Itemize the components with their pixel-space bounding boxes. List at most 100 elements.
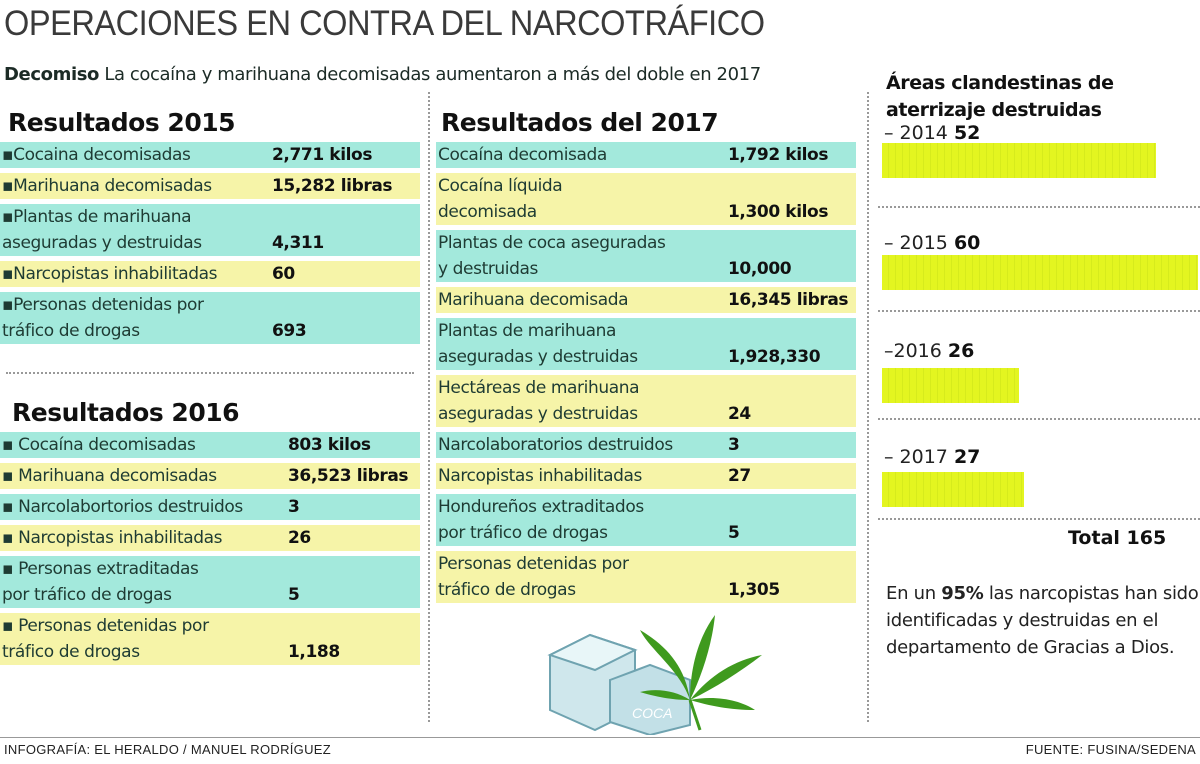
table-2016: ▪ Cocaína decomisadas 803 kilos ▪ Marihuan… — [0, 432, 420, 665]
row-value: 15,282 libras — [272, 176, 393, 196]
table-row: ▪ Narcolabortorios destruidos 3 — [0, 494, 420, 520]
page-title: OPERACIONES EN CONTRA DEL NARCOTRÁFICO — [4, 4, 765, 43]
table-2015: ▪Cocaina decomisadas 2,771 kilos ▪Marihuan… — [0, 142, 420, 344]
bar-value: 52 — [953, 122, 981, 144]
bar-value: 60 — [953, 232, 981, 254]
heading-2015: Resultados 2015 — [8, 108, 236, 137]
row-value: 27 — [728, 466, 751, 486]
table-row: ▪Plantas de marihuana aseguradas y destr… — [0, 204, 420, 256]
divider — [878, 310, 1200, 312]
table-2017: Cocaína decomisada 1,792 kilos Cocaína líq… — [436, 142, 856, 603]
row-value: 36,523 libras — [288, 466, 409, 486]
cocaine-bricks-icon: COCA — [547, 633, 691, 735]
divider — [878, 418, 1200, 420]
table-row: ▪Narcopistas inhabilitadas 60 — [0, 261, 420, 287]
row-value: 693 — [272, 321, 307, 341]
row-label: ▪ Personas extraditadas por tráfico de d… — [2, 559, 199, 605]
table-row: ▪Marihuana decomisadas 15,282 libras — [0, 173, 420, 199]
note-percent: 95% — [941, 583, 984, 604]
footer-rule — [0, 737, 1200, 738]
row-value: 1,188 — [288, 642, 340, 662]
bar-label: – 2017 27 — [884, 446, 980, 468]
row-label: ▪Cocaina decomisadas — [2, 145, 191, 165]
bar-prefix: – — [884, 232, 900, 254]
row-label: Narcolaboratorios destruidos — [438, 435, 673, 455]
row-value: 3 — [288, 497, 300, 517]
subtitle: Decomiso La cocaína y marihuana decomisa… — [4, 64, 761, 85]
row-label: Narcopistas inhabilitadas — [438, 466, 643, 486]
marijuana-leaf-icon — [640, 615, 762, 731]
heading-2017: Resultados del 2017 — [441, 108, 719, 137]
row-label: ▪Plantas de marihuana aseguradas y destr… — [2, 207, 202, 253]
bar-label: – 2015 60 — [884, 232, 980, 254]
bar-prefix: – — [884, 446, 900, 468]
bar-value: 26 — [947, 340, 975, 362]
row-label: Hectáreas de marihuana aseguradas y dest… — [438, 378, 640, 424]
row-label: ▪ Personas detenidas por tráfico de drog… — [2, 616, 209, 662]
divider — [878, 518, 1200, 520]
row-value: 26 — [288, 528, 311, 548]
bar-category: 2017 — [899, 446, 948, 468]
row-label: ▪Personas detenidas por tráfico de droga… — [2, 295, 204, 341]
row-label: ▪ Marihuana decomisadas — [2, 466, 217, 486]
bar-label: – 2014 52 — [884, 122, 980, 144]
table-row: Hectáreas de marihuana aseguradas y dest… — [436, 375, 856, 427]
row-value: 1,300 kilos — [728, 202, 829, 222]
divider — [428, 92, 430, 722]
table-row: ▪Cocaina decomisadas 2,771 kilos — [0, 142, 420, 168]
row-label: ▪Narcopistas inhabilitadas — [2, 264, 218, 284]
bar-2017 — [882, 472, 1025, 507]
coca-illustration: COCA — [547, 615, 762, 735]
table-row: ▪ Cocaína decomisadas 803 kilos — [0, 432, 420, 458]
row-value: 16,345 libras — [728, 290, 849, 310]
row-value: 1,305 — [728, 580, 780, 600]
bar-category: 2015 — [899, 232, 948, 254]
row-value: 10,000 — [728, 259, 792, 279]
source: FUENTE: FUSINA/SEDENA — [1025, 742, 1196, 757]
row-value: 2,771 kilos — [272, 145, 373, 165]
table-row: ▪Personas detenidas por tráfico de droga… — [0, 292, 420, 344]
bar-2015 — [882, 255, 1199, 290]
bar-2014 — [882, 143, 1157, 178]
table-row: Personas detenidas por tráfico de drogas… — [436, 551, 856, 603]
coca-label: COCA — [632, 705, 672, 721]
bar-category: 2014 — [899, 122, 948, 144]
table-row: ▪ Narcopistas inhabilitadas 26 — [0, 525, 420, 551]
note: En un 95% las narcopistas han sido ident… — [886, 580, 1200, 661]
table-row: ▪ Personas extraditadas por tráfico de d… — [0, 556, 420, 608]
credit: INFOGRAFÍA: EL HERALDO / MANUEL RODRÍGUE… — [4, 742, 331, 757]
row-label: Cocaína decomisada — [438, 145, 607, 165]
divider — [6, 372, 414, 374]
table-row: ▪ Personas detenidas por tráfico de drog… — [0, 613, 420, 665]
row-value: 3 — [728, 435, 740, 455]
bar-2016 — [882, 368, 1020, 403]
row-label: ▪ Narcolabortorios destruidos — [2, 497, 243, 517]
table-row: Cocaína decomisada 1,792 kilos — [436, 142, 856, 168]
table-row: Plantas de marihuana aseguradas y destru… — [436, 318, 856, 370]
row-value: 1,928,330 — [728, 347, 821, 367]
table-row: Cocaína líquida decomisada 1,300 kilos — [436, 173, 856, 225]
row-label: Hondureños extraditados por tráfico de d… — [438, 497, 644, 543]
bar-category: 2016 — [893, 340, 942, 362]
heading-2016: Resultados 2016 — [12, 398, 240, 427]
row-label: Personas detenidas por tráfico de drogas — [438, 554, 629, 600]
row-value: 803 kilos — [288, 435, 371, 455]
row-value: 4,311 — [272, 233, 324, 253]
subtitle-lead: Decomiso — [4, 64, 99, 85]
row-value: 5 — [288, 585, 300, 605]
total-label: Total 165 — [1068, 527, 1167, 549]
row-label: ▪Marihuana decomisadas — [2, 176, 212, 196]
row-value: 60 — [272, 264, 295, 284]
table-row: ▪ Marihuana decomisadas 36,523 libras — [0, 463, 420, 489]
divider — [867, 92, 869, 722]
table-row: Plantas de coca aseguradas y destruidas 1… — [436, 230, 856, 282]
row-label: Marihuana decomisada — [438, 290, 629, 310]
row-label: Plantas de coca aseguradas y destruidas — [438, 233, 666, 279]
bar-value: 27 — [953, 446, 981, 468]
bar-prefix: – — [884, 122, 900, 144]
row-value: 1,792 kilos — [728, 145, 829, 165]
row-value: 24 — [728, 404, 751, 424]
row-label: Plantas de marihuana aseguradas y destru… — [438, 321, 638, 367]
table-row: Hondureños extraditados por tráfico de d… — [436, 494, 856, 546]
